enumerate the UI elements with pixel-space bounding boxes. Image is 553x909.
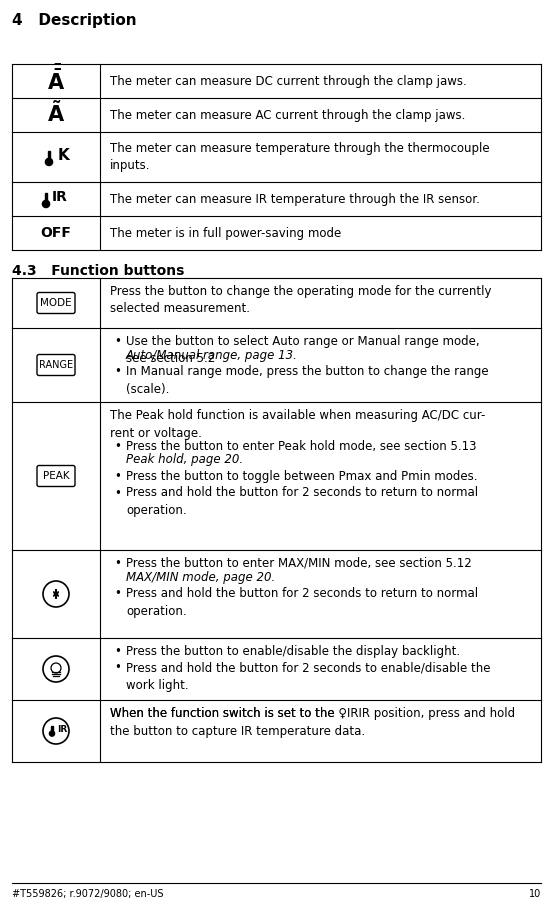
Text: When the function switch is set to the: When the function switch is set to the [110,707,338,720]
Text: •: • [114,662,121,674]
Text: IR: IR [52,190,68,204]
Text: Press and hold the button for 2 seconds to return to normal
operation.: Press and hold the button for 2 seconds … [126,587,478,617]
Text: •: • [114,440,121,453]
Text: Peak hold, page 20.: Peak hold, page 20. [126,454,243,466]
Text: •: • [114,335,121,348]
Text: •: • [114,645,121,658]
Text: 10: 10 [529,889,541,899]
Text: When the function switch is set to the ♀IRIR position, press and hold
the button: When the function switch is set to the ♀… [110,707,515,737]
Text: The meter can measure AC current through the clamp jaws.: The meter can measure AC current through… [110,108,466,122]
Text: Auto/Manual range, page 13.: Auto/Manual range, page 13. [126,348,298,362]
Text: $\mathbf{\tilde{A}}$: $\mathbf{\tilde{A}}$ [47,100,65,125]
Text: Press the button to change the operating mode for the currently
selected measure: Press the button to change the operating… [110,285,492,315]
Text: •: • [114,557,121,570]
Text: 4.3   Function buttons: 4.3 Function buttons [12,264,184,278]
Bar [45,193,47,204]
Text: Press and hold the button for 2 seconds to enable/disable the
work light.: Press and hold the button for 2 seconds … [126,662,491,692]
Text: IR: IR [57,725,67,734]
Text: MAX/MIN mode, page 20.: MAX/MIN mode, page 20. [126,571,275,584]
Text: Press the button to toggle between Pmax and Pmin modes.: Press the button to toggle between Pmax … [126,470,477,483]
Text: RANGE: RANGE [39,360,73,370]
Text: The meter can measure temperature through the thermocouple
inputs.: The meter can measure temperature throug… [110,142,489,172]
Circle shape [49,731,55,736]
Text: Press the button to enter MAX/MIN mode, see section 5.12: Press the button to enter MAX/MIN mode, … [126,557,472,570]
Text: PEAK: PEAK [43,471,69,481]
Text: OFF: OFF [40,226,71,240]
Text: #T559826; r.9072/9080; en-US: #T559826; r.9072/9080; en-US [12,889,164,899]
Text: MODE: MODE [40,298,72,308]
Bar [51,725,53,734]
Text: •: • [114,365,121,378]
Text: •: • [114,470,121,483]
Text: The meter can measure IR temperature through the IR sensor.: The meter can measure IR temperature thr… [110,193,480,205]
Text: In Manual range mode, press the button to change the range
(scale).: In Manual range mode, press the button t… [126,365,489,395]
Text: The Peak hold function is available when measuring AC/DC cur-
rent or voltage.: The Peak hold function is available when… [110,409,486,439]
Text: Press and hold the button for 2 seconds to return to normal
operation.: Press and hold the button for 2 seconds … [126,486,478,517]
Text: The meter can measure DC current through the clamp jaws.: The meter can measure DC current through… [110,75,467,87]
Text: K: K [58,147,70,163]
Text: Use the button to select Auto range or Manual range mode,
see section 5.2: Use the button to select Auto range or M… [126,335,479,365]
Text: Press the button to enter Peak hold mode, see section 5.13: Press the button to enter Peak hold mode… [126,440,477,453]
Bar [48,151,50,162]
Text: $\mathbf{\bar{\bar{A}}}$: $\mathbf{\bar{\bar{A}}}$ [47,65,65,94]
Circle shape [45,158,53,165]
Text: •: • [114,486,121,500]
Text: The meter is in full power-saving mode: The meter is in full power-saving mode [110,226,341,239]
Text: 4   Description: 4 Description [12,13,137,28]
Text: •: • [114,587,121,600]
Circle shape [43,200,50,207]
Text: Press the button to enable/disable the display backlight.: Press the button to enable/disable the d… [126,645,460,658]
